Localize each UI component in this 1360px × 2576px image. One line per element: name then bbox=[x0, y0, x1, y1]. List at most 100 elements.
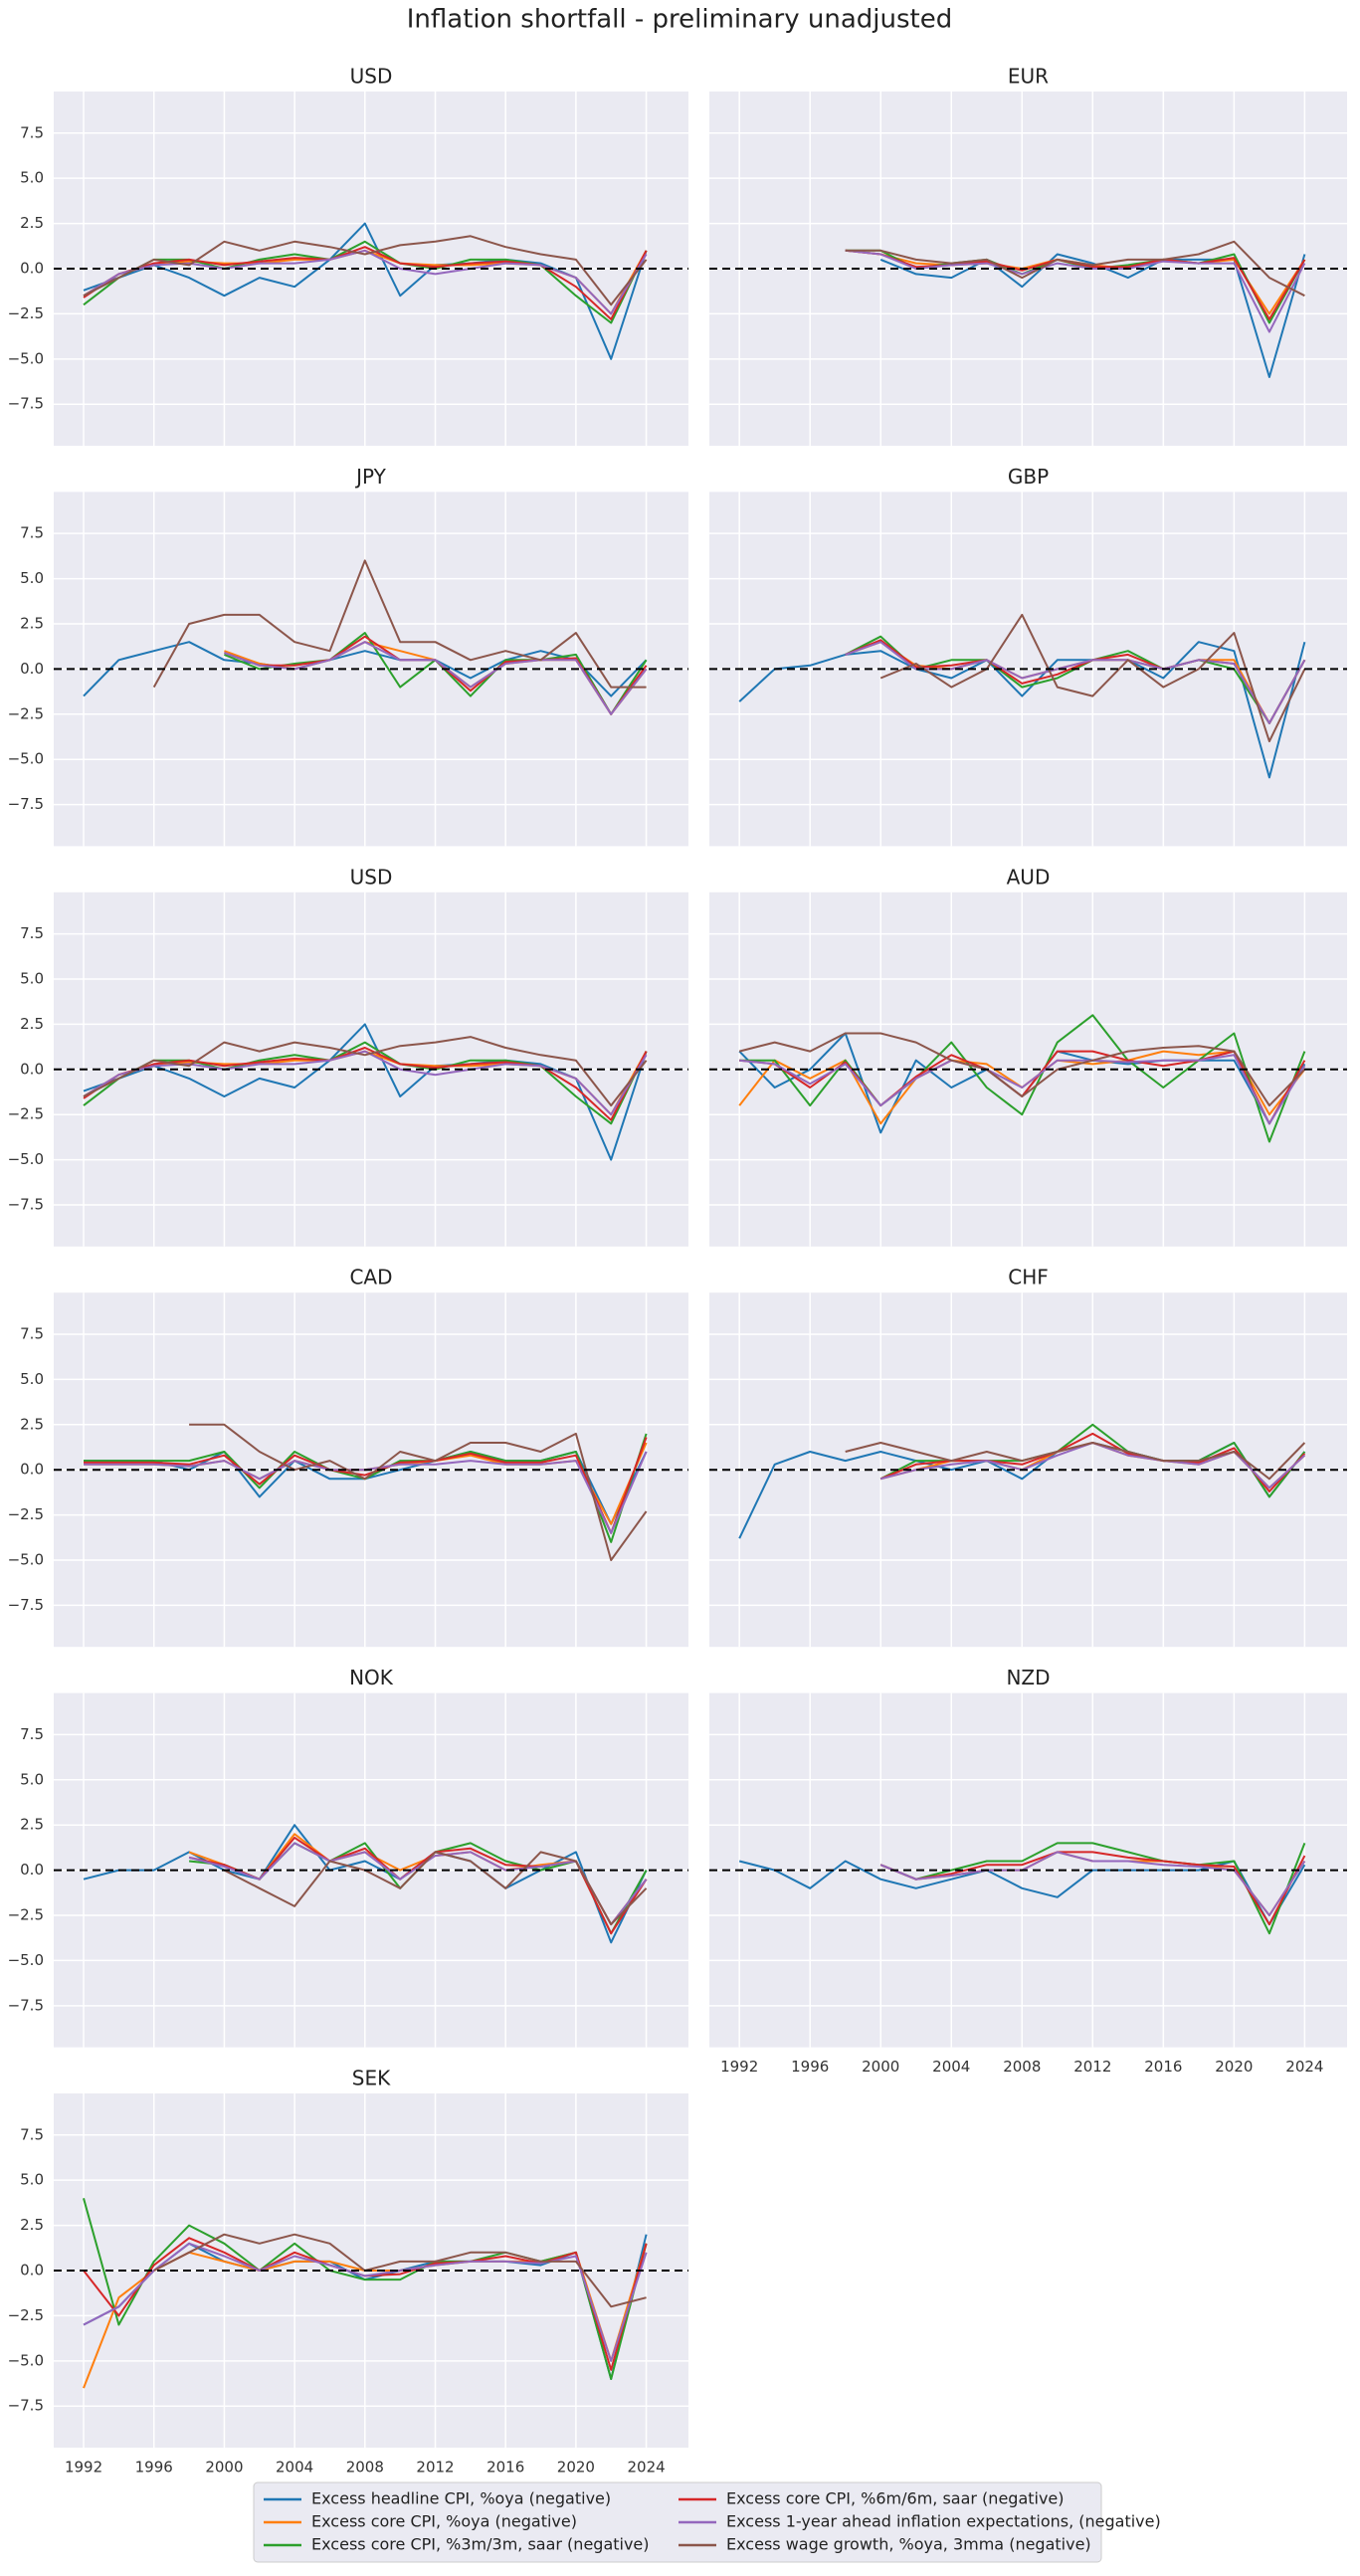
series-line bbox=[739, 1014, 1306, 1143]
y-tick-label: 0.0 bbox=[20, 1861, 44, 1879]
x-tick-label: 2024 bbox=[627, 2459, 665, 2477]
x-tick-label: 2020 bbox=[557, 2459, 595, 2477]
y-tick-label: −7.5 bbox=[8, 1596, 44, 1614]
x-tick-label: 1996 bbox=[791, 2058, 829, 2076]
x-tick-label: 2012 bbox=[416, 2459, 454, 2477]
y-tick-label: 5.0 bbox=[20, 1370, 44, 1388]
y-tick-label: 2.5 bbox=[20, 1415, 44, 1433]
y-tick-label: 7.5 bbox=[20, 524, 44, 542]
y-tick-label: 7.5 bbox=[20, 2125, 44, 2143]
y-tick-label: −5.0 bbox=[8, 1150, 44, 1168]
panel-title: USD bbox=[350, 65, 393, 89]
series-line bbox=[739, 1054, 1306, 1125]
series-line bbox=[224, 641, 648, 715]
series-line bbox=[223, 1851, 648, 1926]
series-line bbox=[879, 1851, 1306, 1926]
series-line bbox=[83, 2198, 648, 2380]
y-tick-label: 5.0 bbox=[20, 569, 44, 587]
x-tick-label: 2000 bbox=[862, 2058, 899, 2076]
y-tick-label: 0.0 bbox=[20, 260, 44, 278]
panel-title: NZD bbox=[1006, 1666, 1050, 1689]
y-tick-label: −2.5 bbox=[8, 704, 44, 722]
panel-title: JPY bbox=[354, 465, 387, 489]
y-tick-label: 2.5 bbox=[20, 1015, 44, 1033]
y-tick-label: 0.0 bbox=[20, 1461, 44, 1479]
y-tick-label: −5.0 bbox=[8, 750, 44, 768]
series-line bbox=[845, 1442, 1306, 1481]
legend-label: Excess headline CPI, %oya (negative) bbox=[311, 2489, 611, 2508]
y-tick-label: −2.5 bbox=[8, 1105, 44, 1123]
x-tick-label: 1996 bbox=[135, 2459, 173, 2477]
series-line bbox=[83, 1036, 648, 1107]
panel-title: CAD bbox=[349, 1266, 392, 1289]
panel-title: EUR bbox=[1008, 65, 1049, 89]
y-tick-label: −5.0 bbox=[8, 1551, 44, 1569]
y-tick-label: 2.5 bbox=[20, 1816, 44, 1834]
series-line bbox=[152, 559, 647, 689]
y-tick-label: 7.5 bbox=[20, 123, 44, 141]
y-tick-label: 2.5 bbox=[20, 214, 44, 232]
series-line bbox=[879, 613, 1306, 743]
y-tick-label: −2.5 bbox=[8, 2306, 44, 2324]
y-tick-label: −2.5 bbox=[8, 1505, 44, 1523]
y-tick-label: 7.5 bbox=[20, 924, 44, 942]
y-tick-label: −2.5 bbox=[8, 304, 44, 322]
x-tick-label: 1992 bbox=[720, 2058, 758, 2076]
series-line bbox=[83, 235, 648, 306]
x-tick-label: 2012 bbox=[1073, 2058, 1111, 2076]
y-tick-label: −7.5 bbox=[8, 795, 44, 813]
y-tick-label: 5.0 bbox=[20, 2171, 44, 2189]
legend-label: Excess core CPI, %3m/3m, saar (negative) bbox=[311, 2535, 650, 2554]
y-tick-label: −7.5 bbox=[8, 1196, 44, 1214]
series-line bbox=[738, 641, 1306, 779]
y-tick-label: 5.0 bbox=[20, 169, 44, 187]
panel-title: GBP bbox=[1008, 465, 1049, 489]
series-line bbox=[83, 1047, 648, 1121]
y-tick-label: 0.0 bbox=[20, 660, 44, 678]
panel-title: NOK bbox=[349, 1666, 394, 1689]
legend-box bbox=[253, 2481, 1102, 2563]
series-line bbox=[189, 1423, 648, 1561]
y-tick-label: 5.0 bbox=[20, 1770, 44, 1788]
x-tick-label: 2004 bbox=[932, 2058, 970, 2076]
series-line bbox=[188, 1842, 648, 1926]
series-line bbox=[153, 2233, 647, 2308]
panel-title: USD bbox=[350, 865, 393, 889]
x-tick-label: 2008 bbox=[346, 2459, 384, 2477]
series-line bbox=[879, 1842, 1306, 1935]
y-tick-label: 0.0 bbox=[20, 1060, 44, 1078]
y-tick-label: −2.5 bbox=[8, 1906, 44, 1924]
y-tick-label: −7.5 bbox=[8, 395, 44, 413]
y-tick-label: 7.5 bbox=[20, 1725, 44, 1743]
y-tick-label: −7.5 bbox=[8, 1996, 44, 2014]
series-line bbox=[738, 1032, 1306, 1107]
series-line bbox=[83, 1041, 648, 1125]
y-tick-label: 7.5 bbox=[20, 1324, 44, 1342]
y-tick-label: −5.0 bbox=[8, 349, 44, 367]
legend-label: Excess core CPI, %oya (negative) bbox=[311, 2512, 577, 2531]
series-line bbox=[83, 246, 648, 320]
y-tick-label: −5.0 bbox=[8, 1951, 44, 1969]
x-tick-label: 2016 bbox=[486, 2459, 524, 2477]
series-line bbox=[845, 240, 1305, 297]
panel-title: SEK bbox=[352, 2067, 391, 2090]
y-tick-label: −7.5 bbox=[8, 2397, 44, 2415]
x-tick-label: 2008 bbox=[1003, 2058, 1041, 2076]
x-tick-label: 2000 bbox=[205, 2459, 243, 2477]
figure-title: Inflation shortfall - preliminary unadju… bbox=[407, 5, 953, 35]
y-tick-label: 2.5 bbox=[20, 2216, 44, 2234]
y-tick-label: −5.0 bbox=[8, 2351, 44, 2369]
series-line bbox=[84, 1437, 648, 1534]
panel-title: AUD bbox=[1007, 865, 1051, 889]
series-line bbox=[83, 240, 648, 324]
y-tick-label: 0.0 bbox=[20, 2262, 44, 2279]
x-tick-label: 2020 bbox=[1215, 2058, 1253, 2076]
legend-label: Excess 1-year ahead inflation expectatio… bbox=[726, 2512, 1161, 2531]
y-tick-label: 2.5 bbox=[20, 614, 44, 632]
x-tick-label: 1992 bbox=[65, 2459, 102, 2477]
x-tick-label: 2004 bbox=[276, 2459, 313, 2477]
legend-label: Excess wage growth, %oya, 3mma (negative… bbox=[726, 2535, 1091, 2554]
y-tick-label: 5.0 bbox=[20, 969, 44, 987]
legend-label: Excess core CPI, %6m/6m, saar (negative) bbox=[726, 2489, 1065, 2508]
